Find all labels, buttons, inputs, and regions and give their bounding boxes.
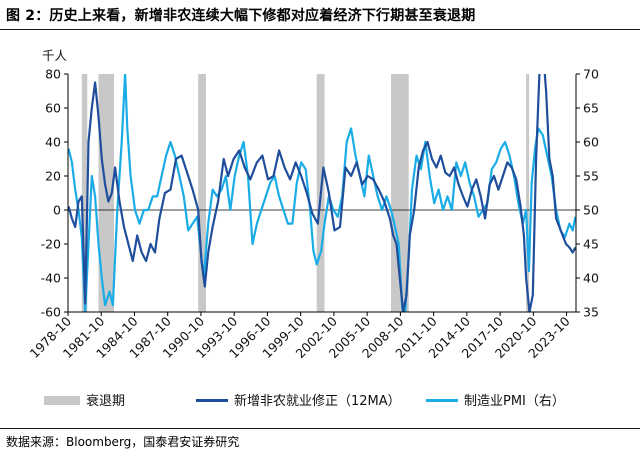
right-tick-label: 60 [583, 135, 599, 150]
left-axis-unit: 千人 [42, 48, 68, 63]
source-note: 数据来源：Bloomberg，国泰君安证券研究 [6, 435, 240, 449]
title-divider [0, 29, 640, 30]
source-divider [0, 428, 640, 429]
left-tick-label: 20 [45, 169, 61, 184]
left-tick-label: 40 [45, 135, 61, 150]
left-tick-label: -20 [41, 237, 61, 252]
right-tick-label: 55 [583, 169, 599, 184]
left-tick-label: 60 [45, 101, 61, 116]
pmi-series [68, 74, 576, 312]
right-tick-label: 70 [583, 67, 599, 82]
left-tick-label: 0 [53, 203, 61, 218]
recession-band [526, 74, 530, 312]
right-tick-label: 65 [583, 101, 599, 116]
right-tick-label: 50 [583, 203, 599, 218]
chart: -60-40-2002040608035404550556065701978-1… [27, 48, 599, 409]
legend-revision-label: 新增非农就业修正（12MA） [234, 393, 401, 409]
recession-band [198, 74, 206, 312]
left-tick-label: -40 [41, 271, 61, 286]
revision-line [68, 74, 576, 312]
figure-title: 图 2：历史上来看，新增非农连续大幅下修都对应着经济下行期甚至衰退期 [6, 8, 476, 24]
left-tick-label: -60 [41, 305, 61, 320]
right-tick-label: 45 [583, 237, 599, 252]
right-tick-label: 35 [583, 305, 599, 320]
recession-band [391, 74, 409, 312]
legend-recession-swatch [44, 396, 80, 405]
pmi-line [68, 74, 576, 312]
legend: 衰退期 新增非农就业修正（12MA） 制造业PMI（右） [44, 393, 565, 409]
legend-pmi-label: 制造业PMI（右） [464, 394, 565, 409]
left-tick-label: 80 [45, 67, 61, 82]
legend-recession-label: 衰退期 [86, 393, 125, 409]
right-tick-label: 40 [583, 271, 599, 286]
recession-band [81, 74, 88, 312]
revision-series [68, 74, 576, 312]
